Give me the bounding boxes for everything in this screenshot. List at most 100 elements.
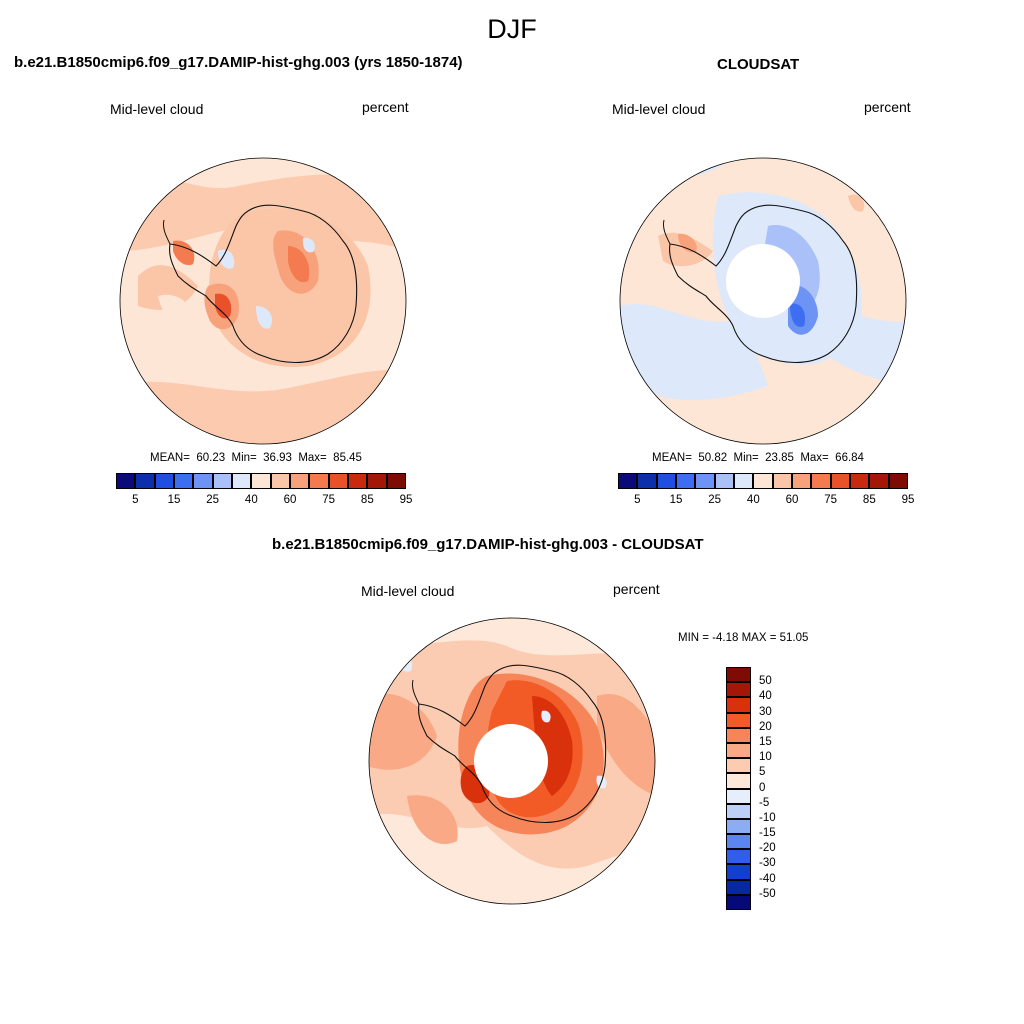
diff-colorbar-tick-label: 15 — [759, 735, 772, 748]
model-panel-title: b.e21.B1850cmip6.f09_g17.DAMIP-hist-ghg.… — [14, 54, 463, 71]
diff-colorbar-tick-label: 20 — [759, 720, 772, 733]
model-colorbar-tick-label: 95 — [399, 494, 413, 506]
model-min-value: 36.93 — [263, 452, 292, 464]
obs-colorbar-tick-label: 15 — [669, 494, 683, 506]
diff-colorbar-tick-label: -10 — [759, 811, 776, 824]
model-colorbar-box — [135, 473, 155, 489]
model-min-label: Min= — [231, 452, 257, 464]
diff-colorbar-box — [726, 788, 751, 804]
diff-colorbar-labels: 50 40 30 20 15 10 5 0 -5 -10 -15 -20 -30 -40 -50 — [759, 667, 799, 910]
obs-colorbar-box — [714, 473, 734, 489]
diff-polar-map — [368, 617, 656, 905]
model-colorbar-tick-label: 85 — [360, 494, 374, 506]
diff-colorbar-box — [726, 849, 751, 865]
obs-colorbar — [618, 473, 908, 489]
diff-units-label: percent — [613, 581, 660, 597]
model-colorbar-box — [270, 473, 290, 489]
diff-colorbar-tick-label: -40 — [759, 872, 776, 885]
model-colorbar-box — [367, 473, 387, 489]
model-colorbar-box — [251, 473, 271, 489]
model-colorbar-tick-label: 75 — [322, 494, 336, 506]
obs-mean-value: 50.82 — [698, 452, 728, 464]
obs-polar-map — [619, 157, 907, 445]
obs-min-value: 23.85 — [765, 452, 794, 464]
diff-colorbar-tick-label: -15 — [759, 827, 776, 840]
obs-colorbar-tick-label: 40 — [746, 494, 760, 506]
model-colorbar — [116, 473, 406, 489]
obs-colorbar-box — [850, 473, 870, 489]
model-colorbar-box — [116, 473, 136, 489]
diff-colorbar-box — [726, 727, 751, 743]
model-mean-label: MEAN= — [150, 452, 190, 464]
diff-colorbar — [726, 667, 751, 910]
diff-colorbar-box — [726, 667, 751, 683]
diff-colorbar-tick-label: -20 — [759, 842, 776, 855]
model-colorbar-box — [193, 473, 213, 489]
model-colorbar-box — [290, 473, 310, 489]
obs-panel-title: CLOUDSAT — [717, 56, 800, 73]
diff-colorbar-tick-label: -50 — [759, 887, 776, 900]
model-colorbar-labels: 5 15 25 40 60 75 85 95 — [116, 494, 412, 508]
obs-stats: MEAN= 50.82 Min= 23.85 Max= 66.84 — [652, 452, 864, 464]
obs-colorbar-box — [811, 473, 831, 489]
model-colorbar-box — [328, 473, 348, 489]
diff-colorbar-box — [726, 712, 751, 728]
obs-variable-label: Mid-level cloud — [612, 101, 706, 117]
diff-colorbar-tick-label: 0 — [759, 781, 766, 794]
obs-colorbar-tick-label: 95 — [901, 494, 915, 506]
season-title: DJF — [487, 14, 537, 44]
diff-colorbar-tick-label: 40 — [759, 690, 772, 703]
obs-colorbar-box — [695, 473, 715, 489]
model-colorbar-box — [232, 473, 252, 489]
diff-stats: MIN = -4.18 MAX = 51.05 — [678, 632, 809, 644]
obs-colorbar-box — [637, 473, 657, 489]
diff-colorbar-box — [726, 697, 751, 713]
diff-colorbar-tick-label: 30 — [759, 705, 772, 718]
obs-mean-label: MEAN= — [652, 452, 692, 464]
diff-colorbar-box — [726, 773, 751, 789]
model-mean-value: 60.23 — [196, 452, 226, 464]
obs-colorbar-box — [676, 473, 696, 489]
diff-panel-title: b.e21.B1850cmip6.f09_g17.DAMIP-hist-ghg.… — [272, 536, 704, 553]
model-colorbar-box — [348, 473, 368, 489]
model-colorbar-tick-label: 40 — [244, 494, 258, 506]
obs-min-label: Min= — [733, 452, 759, 464]
model-colorbar-box — [154, 473, 174, 489]
obs-max-label: Max= — [800, 452, 829, 464]
diff-variable-label: Mid-level cloud — [361, 583, 455, 599]
model-polar-map — [119, 157, 407, 445]
diff-colorbar-box — [726, 758, 751, 774]
model-colorbar-tick-label: 60 — [283, 494, 297, 506]
obs-colorbar-box — [830, 473, 850, 489]
diff-colorbar-box — [726, 682, 751, 698]
model-colorbar-box — [386, 473, 406, 489]
diff-colorbar-box — [726, 864, 751, 880]
model-colorbar-tick-label: 15 — [167, 494, 181, 506]
obs-colorbar-box — [888, 473, 908, 489]
model-variable-label: Mid-level cloud — [110, 101, 204, 117]
obs-colorbar-tick-label: 60 — [785, 494, 799, 506]
obs-colorbar-tick-label: 75 — [824, 494, 838, 506]
model-units-label: percent — [362, 99, 409, 115]
model-max-label: Max= — [298, 452, 327, 464]
diff-colorbar-tick-label: -5 — [759, 796, 770, 809]
diff-colorbar-tick-label: -30 — [759, 857, 776, 870]
diff-colorbar-box — [726, 879, 751, 895]
obs-colorbar-box — [656, 473, 676, 489]
diff-colorbar-box — [726, 803, 751, 819]
obs-colorbar-box — [869, 473, 889, 489]
diff-colorbar-tick-label: 50 — [759, 675, 772, 688]
obs-colorbar-box — [734, 473, 754, 489]
obs-units-label: percent — [864, 99, 911, 115]
model-colorbar-tick-label: 5 — [132, 494, 139, 506]
obs-colorbar-labels: 5 15 25 40 60 75 85 95 — [618, 494, 914, 508]
model-stats: MEAN= 60.23 Min= 36.93 Max= 85.45 — [150, 452, 362, 464]
model-max-value: 85.45 — [333, 452, 362, 464]
obs-colorbar-tick-label: 85 — [862, 494, 876, 506]
diff-colorbar-tick-label: 5 — [759, 766, 766, 779]
obs-colorbar-box — [753, 473, 773, 489]
model-colorbar-box — [212, 473, 232, 489]
diff-colorbar-tick-label: 10 — [759, 751, 772, 764]
model-colorbar-box — [309, 473, 329, 489]
model-colorbar-tick-label: 25 — [206, 494, 220, 506]
